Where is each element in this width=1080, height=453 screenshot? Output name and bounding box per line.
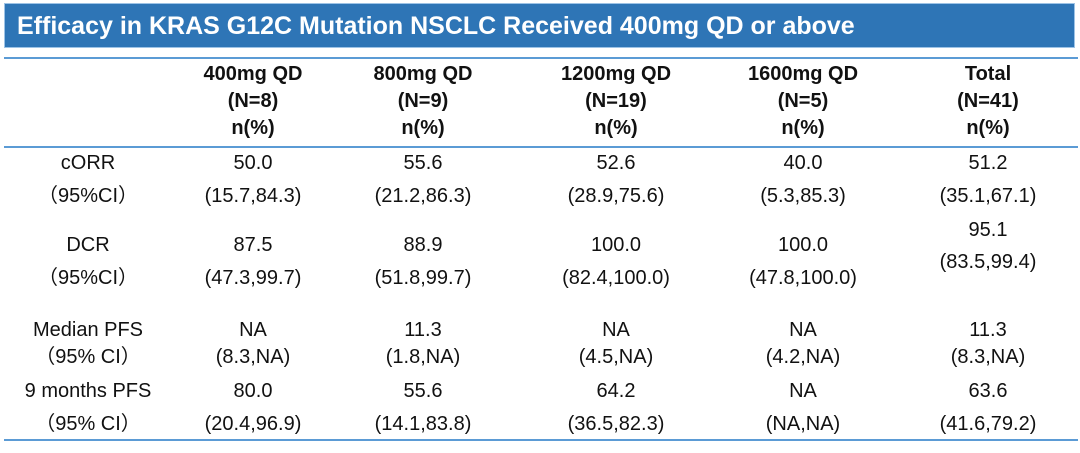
page-title: Efficacy in KRAS G12C Mutation NSCLC Rec… — [17, 12, 855, 40]
table-cell-value: 80.0 — [233, 380, 273, 402]
table-cell-ci: (8.3,NA) — [215, 346, 291, 368]
table-cell-value: 95.1 — [968, 219, 1008, 241]
table-cell-ci: (20.4,96.9) — [204, 413, 302, 435]
title-bar: Efficacy in KRAS G12C Mutation NSCLC Rec… — [4, 3, 1075, 48]
table-cell-value: 11.3 — [404, 319, 442, 341]
table-cell-ci: (47.8,100.0) — [749, 267, 857, 289]
table-cell-value: 55.6 — [403, 152, 443, 174]
row-label: DCR — [66, 234, 110, 256]
table-cell-value: 55.6 — [403, 380, 443, 402]
table-cell-ci: (4.5,NA) — [578, 346, 654, 368]
column-header-dose: 800mg QD — [373, 63, 473, 85]
table-cell-ci: (4.2,NA) — [765, 346, 841, 368]
row-sublabel: （95%CI） — [37, 185, 139, 207]
row-sublabel: （95%CI） — [37, 267, 139, 289]
table-cell-ci: (5.3,85.3) — [760, 185, 846, 207]
table-cell-ci: (36.5,82.3) — [567, 413, 665, 435]
table-cell-value: 52.6 — [596, 152, 636, 174]
table-cell-ci: (1.8,NA) — [385, 346, 461, 368]
table-cell-ci: (8.3,NA) — [950, 346, 1026, 368]
column-header-n: (N=8) — [227, 90, 279, 112]
table-cell-ci: (28.9,75.6) — [567, 185, 665, 207]
column-header-dose: 400mg QD — [203, 63, 303, 85]
table-cell-value: 40.0 — [783, 152, 823, 174]
column-header-unit: n(%) — [966, 117, 1010, 139]
table-cell-value: 51.2 — [968, 152, 1008, 174]
row-label: cORR — [60, 152, 116, 174]
row-sublabel: （95% CI） — [35, 413, 141, 435]
table-cell-value: 100.0 — [777, 234, 829, 256]
column-header-dose: 1200mg QD — [560, 63, 672, 85]
table-cell-value: NA — [239, 319, 267, 341]
row-sublabel: （95% CI） — [35, 346, 141, 368]
column-header-dose: Total — [964, 63, 1012, 85]
table-cell-ci: (35.1,67.1) — [939, 185, 1037, 207]
table-cell-ci: (41.6,79.2) — [939, 413, 1037, 435]
table-cell-ci: (82.4,100.0) — [562, 267, 670, 289]
column-header-unit: n(%) — [781, 117, 825, 139]
table-cell-value: NA — [602, 319, 630, 341]
column-header-unit: n(%) — [231, 117, 275, 139]
column-header-unit: n(%) — [594, 117, 638, 139]
table-cell-ci: (15.7,84.3) — [204, 185, 302, 207]
column-header-n: (N=5) — [777, 90, 829, 112]
header-rule — [4, 146, 1078, 148]
column-header-n: (N=19) — [585, 90, 647, 112]
table-cell-value: 64.2 — [596, 380, 636, 402]
column-header-n: (N=9) — [397, 90, 449, 112]
table-cell-ci: (51.8,99.7) — [374, 267, 472, 289]
table-cell-value: 50.0 — [233, 152, 273, 174]
table-top-rule — [4, 57, 1078, 59]
table-cell-value: NA — [789, 380, 817, 402]
table-cell-value: NA — [789, 319, 817, 341]
column-header-n: (N=41) — [957, 90, 1019, 112]
table-cell-value: 88.9 — [403, 234, 443, 256]
table-cell-ci: (21.2,86.3) — [374, 185, 472, 207]
row-label: Median PFS — [32, 319, 144, 341]
table-cell-value: 87.5 — [233, 234, 273, 256]
table-cell-ci: (47.3,99.7) — [204, 267, 302, 289]
table-cell-ci: (NA,NA) — [765, 413, 841, 435]
table-cell-ci: (83.5,99.4) — [939, 251, 1037, 273]
table-cell-value: 11.3 — [969, 319, 1007, 341]
table-bottom-rule — [4, 439, 1078, 441]
table-cell-value: 63.6 — [968, 380, 1008, 402]
column-header-dose: 1600mg QD — [747, 63, 859, 85]
row-label: 9 months PFS — [24, 380, 152, 402]
table-cell-value: 100.0 — [590, 234, 642, 256]
column-header-unit: n(%) — [401, 117, 445, 139]
table-cell-ci: (14.1,83.8) — [374, 413, 472, 435]
